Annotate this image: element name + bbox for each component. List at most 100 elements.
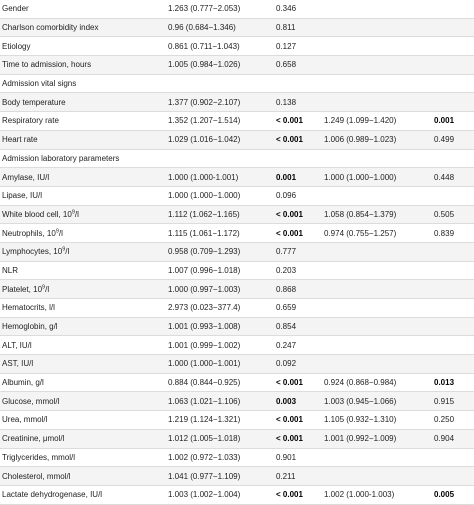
univariate-p-cell: 0.346 [276,0,324,19]
table-row: Charlson comorbidity index 0.96 (0.684−1.… [0,18,474,38]
variable-label-text: Charlson comorbidity index [2,23,99,33]
table-row: Creatinine, μmol/l 1.012 (1.005−1.018) < 0… [0,429,474,449]
univariate-p-cell: < 0.001 [276,485,324,505]
variable-label-text: Amylase, IU/l [2,172,50,182]
variable-label: Time to admission, hours [0,55,168,75]
multivariate-p-cell [434,186,474,206]
univariate-or-cell: 1.000 (0.997−1.003) [168,279,276,299]
variable-label: Albumin, g/l [0,373,168,393]
unit-exponent: 9 [71,209,75,216]
multivariate-p-cell: 0.915 [434,391,474,412]
multivariate-or-cell [324,0,434,19]
univariate-p-cell: < 0.001 [276,223,324,243]
multivariate-p-cell: 0.505 [434,205,474,225]
unit-exponent: 9 [55,227,59,234]
univariate-p-cell: 0.901 [276,448,324,468]
univariate-p-cell: 0.127 [276,36,324,57]
multivariate-p-cell: 0.904 [434,429,474,449]
variable-label: AST, IU/l [0,354,168,374]
variable-label-text: Admission laboratory parameters [2,153,120,163]
multivariate-or-cell: 1.105 (0.932−1.310) [324,410,434,430]
multivariate-or-cell [324,18,434,38]
multivariate-or-cell [324,298,434,318]
univariate-or-cell: 2.973 (0.023−377.4) [168,298,276,318]
multivariate-or-cell [324,74,434,94]
table-row: Hemoglobin, g/l 1.001 (0.993−1.008) 0.854 [0,317,474,337]
multivariate-p-cell [434,18,474,38]
univariate-or-cell: 1.001 (0.993−1.008) [168,317,276,337]
univariate-p-cell: 0.003 [276,391,324,412]
univariate-or-cell: 0.958 (0.709−1.293) [168,242,276,262]
variable-label-text: Gender [2,4,29,14]
unit-suffix: /l [58,228,63,238]
table-row: Lymphocytes, 109/l 0.958 (0.709−1.293) 0.7… [0,242,474,262]
univariate-or-cell: 1.063 (1.021−1.106) [168,391,276,412]
variable-label-text: Respiratory rate [2,116,59,126]
variable-label-text: Triglycerides, mmol/l [2,452,76,462]
variable-label: Admission vital signs [0,74,168,94]
section-header-row: Admission vital signs [0,74,474,94]
multivariate-or-cell [324,186,434,206]
multivariate-or-cell [324,55,434,75]
univariate-or-cell: 1.000 (1.000−1.001) [168,354,276,374]
multivariate-p-cell: 0.448 [434,167,474,187]
variable-label-text: Urea, mmol/l [2,415,48,425]
multivariate-or-cell [324,335,434,356]
multivariate-p-cell: 0.839 [434,223,474,243]
table-row: Amylase, IU/l 1.000 (1.000-1.001) 0.001 1.0… [0,167,474,187]
univariate-p-cell: 0.659 [276,298,324,318]
multivariate-or-cell [324,242,434,262]
variable-label-text: Hemoglobin, g/l [2,322,58,332]
univariate-p-cell: 0.138 [276,92,324,113]
multivariate-p-cell [434,55,474,75]
multivariate-p-cell [434,261,474,281]
univariate-or-cell: 1.002 (0.972−1.033) [168,448,276,468]
univariate-p-cell [276,149,324,169]
table-row: White blood cell, 109/l 1.112 (1.062−1.16… [0,205,474,225]
variable-label-text: White blood cell, 10 [2,209,72,219]
univariate-or-cell: 1.029 (1.016−1.042) [168,130,276,150]
table-row: Respiratory rate 1.352 (1.207−1.514) < 0.0… [0,111,474,131]
multivariate-or-cell [324,92,434,113]
univariate-or-cell: 1.352 (1.207−1.514) [168,111,276,131]
multivariate-p-cell: 0.005 [434,485,474,505]
variable-label: Neutrophils, 109/l [0,223,168,243]
table-row: Neutrophils, 109/l 1.115 (1.061−1.172) < 0… [0,223,474,243]
variable-label: Lactate dehydrogenase, IU/l [0,485,168,505]
multivariate-or-cell: 1.002 (1.000-1.003) [324,485,434,505]
univariate-or-cell: 1.377 (0.902−2.107) [168,92,276,113]
section-header-row: Admission laboratory parameters [0,149,474,169]
univariate-p-cell: 0.247 [276,335,324,356]
variable-label: NLR [0,261,168,281]
multivariate-p-cell [434,317,474,337]
variable-label: Hemoglobin, g/l [0,317,168,337]
univariate-p-cell: 0.658 [276,55,324,75]
variable-label: Body temperature [0,92,168,113]
multivariate-p-cell [434,0,474,19]
variable-label: Lipase, IU/l [0,186,168,206]
variable-label: Triglycerides, mmol/l [0,448,168,468]
multivariate-or-cell [324,279,434,299]
univariate-or-cell: 1.000 (1.000−1.000) [168,186,276,206]
multivariate-p-cell: 0.499 [434,130,474,150]
table-row: AST, IU/l 1.000 (1.000−1.001) 0.092 [0,354,474,374]
table-row: Heart rate 1.029 (1.016−1.042) < 0.001 1.00… [0,130,474,150]
multivariate-or-cell: 1.249 (1.099−1.420) [324,111,434,131]
variable-label-text: Creatinine, μmol/l [2,434,65,444]
multivariate-or-cell: 0.924 (0.868−0.984) [324,373,434,393]
univariate-p-cell: < 0.001 [276,130,324,150]
univariate-or-cell: 1.112 (1.062−1.165) [168,205,276,225]
multivariate-or-cell: 1.058 (0.854−1.379) [324,205,434,225]
multivariate-p-cell [434,74,474,94]
univariate-p-cell: 0.777 [276,242,324,262]
multivariate-or-cell [324,466,434,486]
univariate-or-cell: 1.041 (0.977−1.109) [168,466,276,486]
unit-exponent: 9 [42,284,46,290]
multivariate-or-cell [324,354,434,374]
multivariate-or-cell [324,261,434,281]
variable-label-text: Glucose, mmol/l [2,396,60,406]
univariate-p-cell: 0.211 [276,466,324,486]
multivariate-or-cell: 1.001 (0.992−1.009) [324,429,434,449]
multivariate-or-cell: 1.006 (0.989−1.023) [324,130,434,150]
